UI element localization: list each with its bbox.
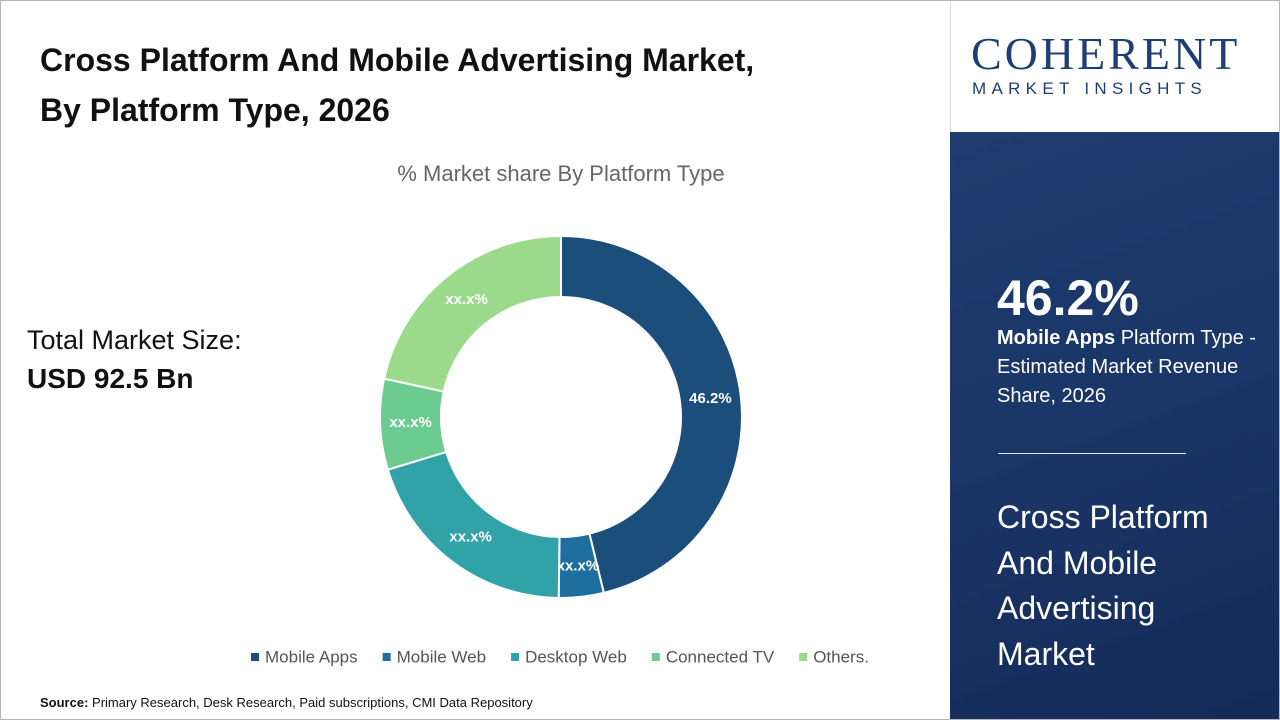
chart: % Market share By Platform Type 46.2% xx.… (251, 161, 869, 666)
side-panel (950, 132, 1279, 719)
data-label: xx.x% (445, 291, 488, 308)
donut-slice (386, 450, 561, 599)
title-line: Cross Platform And Mobile Advertising Ma… (40, 42, 755, 78)
legend-label: Mobile Web (397, 647, 486, 666)
legend-label: Connected TV (666, 647, 775, 666)
highlight-value: 46.2% (997, 270, 1139, 326)
logo-tagline: MARKET INSIGHTS (972, 79, 1208, 98)
legend-label: Others. (813, 647, 869, 666)
logo-box (950, 1, 1279, 132)
donut-slice (382, 234, 562, 393)
data-label: xx.x% (449, 528, 492, 545)
data-label: 46.2% (689, 390, 732, 407)
source: Source: Primary Research, Desk Research,… (40, 695, 533, 710)
data-label: xx.x% (557, 558, 600, 575)
legend-marker (511, 653, 520, 661)
legend-marker (382, 653, 391, 661)
divider (998, 453, 1186, 454)
market-size-label: Total Market Size: (27, 325, 242, 355)
highlight-text: Mobile Apps Platform Type - Estimated Ma… (997, 324, 1257, 411)
legend-label: Desktop Web (525, 647, 627, 666)
logo-name: COHERENT (971, 28, 1241, 79)
source-text: Primary Research, Desk Research, Paid su… (92, 695, 533, 710)
source-label: Source: (40, 695, 89, 710)
legend-marker (799, 653, 808, 661)
data-label: xx.x% (389, 414, 432, 431)
chart-title: % Market share By Platform Type (397, 161, 724, 186)
highlight-description: Platform Type - Estimated Market Revenue… (997, 327, 1256, 407)
market-size-value: USD 92.5 Bn (27, 363, 194, 394)
legend-label: Mobile Apps (265, 647, 358, 666)
legend-marker (251, 653, 259, 661)
title-line: By Platform Type, 2026 (40, 92, 390, 128)
highlight-segment: Mobile Apps (997, 327, 1116, 349)
page-title: Cross Platform And Mobile Advertising Ma… (40, 35, 940, 135)
panel-title: Cross Platform And Mobile Advertising Ma… (997, 499, 1209, 672)
donut-slice (560, 234, 743, 595)
legend-marker (651, 653, 660, 661)
